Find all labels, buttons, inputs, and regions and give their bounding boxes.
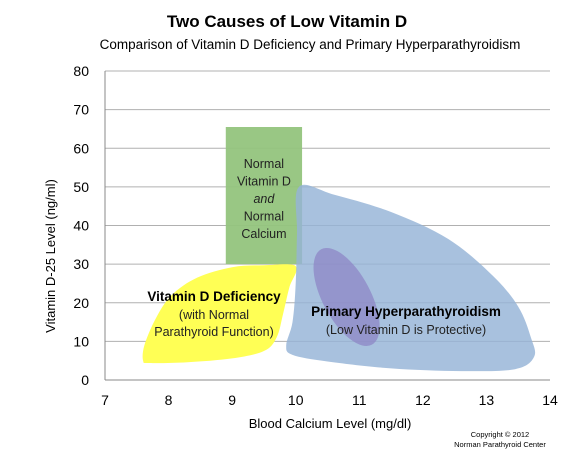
tick-labels: 0 10 20 30 40 50 60 70 80 7 8 9 10 11 12 13 14 bbox=[73, 63, 558, 408]
copyright-line-2: Norman Parathyroid Center bbox=[454, 440, 546, 449]
deficiency-label-line-1: Parathyroid Function) bbox=[154, 325, 274, 339]
x-tick-12: 12 bbox=[415, 392, 431, 408]
y-tick-30: 30 bbox=[73, 256, 89, 272]
y-tick-60: 60 bbox=[73, 140, 89, 156]
y-tick-10: 10 bbox=[73, 333, 89, 349]
normal-label-line-4: Calcium bbox=[241, 227, 286, 241]
axes bbox=[104, 71, 550, 381]
hyperparathyroidism-label-line-0: (Low Vitamin D is Protective) bbox=[326, 323, 486, 337]
x-tick-13: 13 bbox=[479, 392, 495, 408]
y-tick-40: 40 bbox=[73, 218, 89, 234]
deficiency-label-line-0: (with Normal bbox=[179, 308, 249, 322]
normal-label-line-2: and bbox=[253, 192, 275, 206]
y-tick-70: 70 bbox=[73, 102, 89, 118]
x-tick-8: 8 bbox=[165, 392, 173, 408]
region-overlap bbox=[313, 247, 380, 346]
normal-label-line-3: Normal bbox=[244, 210, 284, 224]
y-axis-label: Vitamin D-25 Level (ng/ml) bbox=[43, 179, 58, 333]
x-tick-9: 9 bbox=[228, 392, 236, 408]
region-labels: Normal Vitamin D and Normal Calcium Vitamin D… bbox=[147, 157, 501, 339]
deficiency-title: Vitamin D Deficiency bbox=[147, 289, 281, 304]
x-tick-14: 14 bbox=[542, 392, 558, 408]
hyperparathyroidism-title: Primary Hyperparathyroidism bbox=[311, 304, 501, 319]
normal-label-line-0: Normal bbox=[244, 157, 284, 171]
y-tick-20: 20 bbox=[73, 295, 89, 311]
y-tick-0: 0 bbox=[81, 372, 89, 388]
regions bbox=[142, 127, 536, 372]
x-tick-7: 7 bbox=[101, 392, 109, 408]
normal-label-line-1: Vitamin D bbox=[237, 175, 291, 189]
copyright-line-1: Copyright © 2012 bbox=[471, 430, 529, 439]
y-tick-80: 80 bbox=[73, 63, 89, 79]
chart-subtitle: Comparison of Vitamin D Deficiency and P… bbox=[100, 37, 521, 52]
x-axis-label: Blood Calcium Level (mg/dl) bbox=[249, 416, 412, 431]
region-deficiency bbox=[142, 264, 297, 364]
region-normal bbox=[225, 127, 303, 265]
x-tick-11: 11 bbox=[352, 392, 367, 408]
y-tick-50: 50 bbox=[73, 179, 89, 195]
x-tick-10: 10 bbox=[288, 392, 304, 408]
chart-title: Two Causes of Low Vitamin D bbox=[167, 12, 407, 31]
